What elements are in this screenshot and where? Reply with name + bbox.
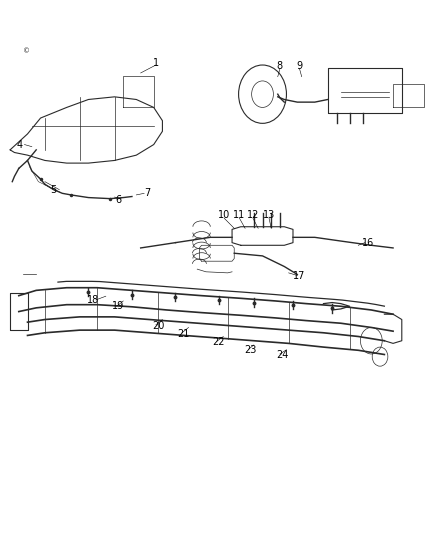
- Text: 19: 19: [112, 301, 124, 311]
- Text: 1: 1: [153, 59, 159, 68]
- Text: 17: 17: [293, 271, 306, 280]
- Text: 21: 21: [177, 329, 190, 339]
- Text: 10: 10: [218, 210, 230, 220]
- Text: 8: 8: [277, 61, 283, 71]
- Text: 24: 24: [276, 350, 288, 360]
- Text: 11: 11: [233, 210, 246, 220]
- Text: 4: 4: [17, 140, 23, 150]
- Text: 5: 5: [50, 184, 57, 195]
- Text: 22: 22: [212, 337, 224, 348]
- Text: ©: ©: [22, 49, 29, 55]
- Text: 7: 7: [144, 188, 150, 198]
- Text: 12: 12: [247, 210, 259, 220]
- Text: 18: 18: [87, 295, 99, 305]
- Text: 20: 20: [152, 321, 164, 331]
- Text: 16: 16: [362, 238, 374, 248]
- Text: 9: 9: [297, 61, 303, 71]
- Text: 23: 23: [244, 345, 257, 356]
- Text: 6: 6: [116, 195, 122, 205]
- Text: 13: 13: [263, 210, 275, 220]
